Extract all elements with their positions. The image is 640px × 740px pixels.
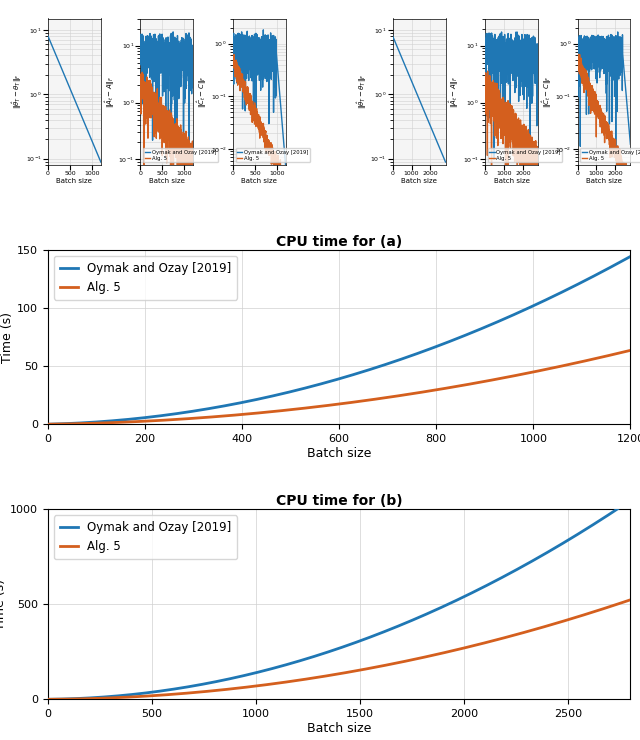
Legend: Oymak and Ozay [2019], Alg. 5: Oymak and Ozay [2019], Alg. 5 bbox=[54, 515, 237, 559]
Legend: Oymak and Ozay [2019], Alg. 5: Oymak and Ozay [2019], Alg. 5 bbox=[580, 148, 640, 162]
Y-axis label: $\|\hat{\theta}_T - \theta_T\|_F$: $\|\hat{\theta}_T - \theta_T\|_F$ bbox=[11, 74, 24, 110]
Y-axis label: $\|\hat{A}_t - A\|_F$: $\|\hat{A}_t - A\|_F$ bbox=[104, 75, 116, 108]
X-axis label: Batch size: Batch size bbox=[493, 178, 529, 184]
Legend: Oymak and Ozay [2019], Alg. 5: Oymak and Ozay [2019], Alg. 5 bbox=[54, 256, 237, 300]
Title: CPU time for (b): CPU time for (b) bbox=[276, 494, 403, 508]
Y-axis label: $\|\hat{\theta}_T - \theta_T\|_F$: $\|\hat{\theta}_T - \theta_T\|_F$ bbox=[356, 74, 369, 110]
Legend: Oymak and Ozay [2019], Alg. 5: Oymak and Ozay [2019], Alg. 5 bbox=[143, 148, 218, 162]
Y-axis label: Time (s): Time (s) bbox=[1, 312, 15, 363]
X-axis label: Batch size: Batch size bbox=[586, 178, 622, 184]
Y-axis label: $\|\hat{C}_t - C\|_F$: $\|\hat{C}_t - C\|_F$ bbox=[541, 75, 554, 108]
Y-axis label: $\|\hat{C}_t - C\|_F$: $\|\hat{C}_t - C\|_F$ bbox=[196, 75, 209, 108]
X-axis label: Batch size: Batch size bbox=[149, 178, 185, 184]
X-axis label: Batch size: Batch size bbox=[56, 178, 92, 184]
X-axis label: Batch size: Batch size bbox=[307, 722, 371, 735]
Legend: Oymak and Ozay [2019], Alg. 5: Oymak and Ozay [2019], Alg. 5 bbox=[488, 148, 563, 162]
Legend: Oymak and Ozay [2019], Alg. 5: Oymak and Ozay [2019], Alg. 5 bbox=[236, 148, 310, 162]
Y-axis label: $\|\hat{A}_t - A\|_F$: $\|\hat{A}_t - A\|_F$ bbox=[448, 75, 461, 108]
X-axis label: Batch size: Batch size bbox=[401, 178, 437, 184]
Title: CPU time for (a): CPU time for (a) bbox=[276, 235, 403, 249]
X-axis label: Batch size: Batch size bbox=[241, 178, 277, 184]
X-axis label: Batch size: Batch size bbox=[307, 447, 371, 460]
Y-axis label: Time (s): Time (s) bbox=[0, 579, 8, 630]
